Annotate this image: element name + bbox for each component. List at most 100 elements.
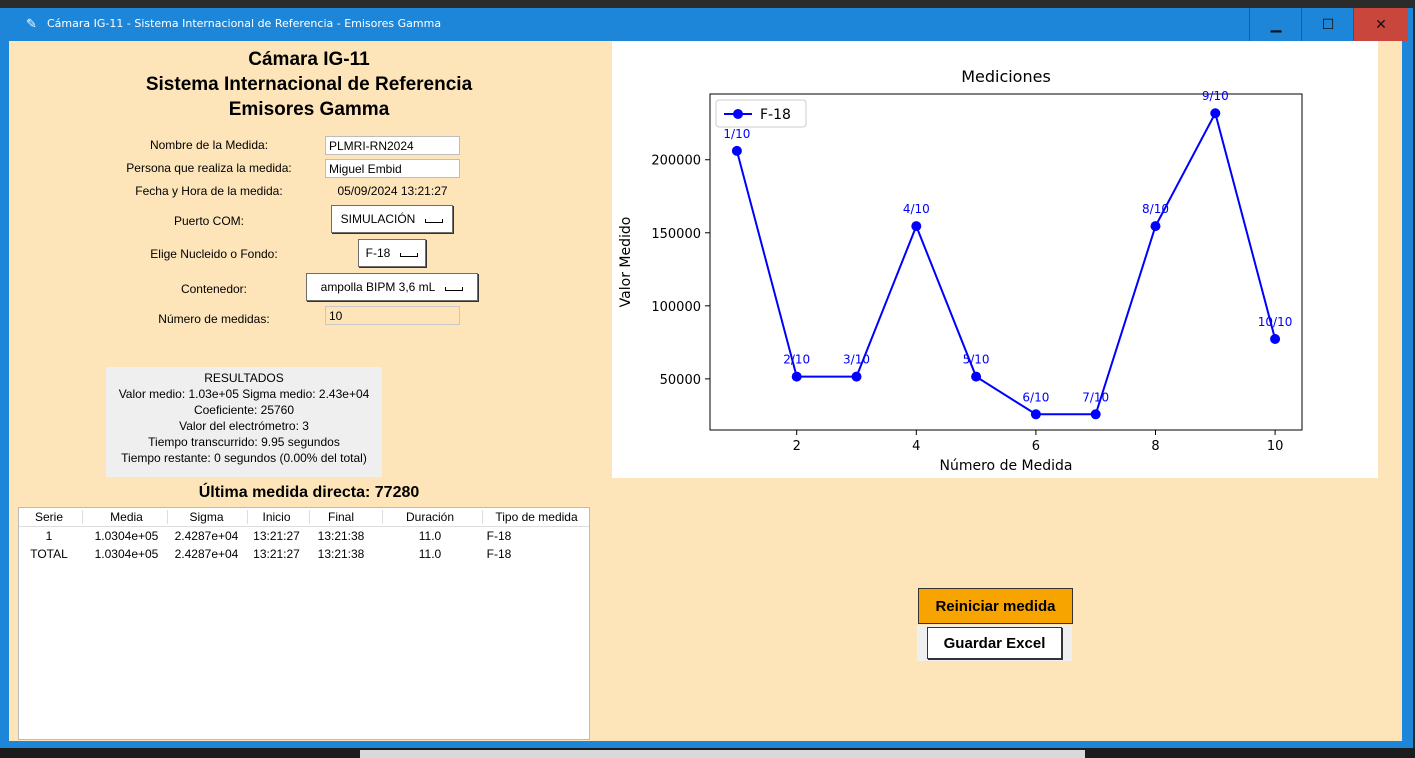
port-label: Puerto COM: [173, 214, 245, 228]
results-table[interactable]: Serie Media Sigma Inicio Final Duración … [18, 507, 590, 740]
date-value: 05/09/2024 13:21:27 [337, 184, 448, 198]
window-title: Cámara IG-11 - Sistema Internacional de … [47, 17, 442, 30]
data-label: 8/10 [1142, 202, 1169, 216]
x-tick-label: 10 [1267, 439, 1284, 454]
container-dropdown[interactable]: ampolla BIPM 3,6 mL [306, 273, 478, 301]
results-panel: RESULTADOS Valor medio: 1.03e+05 Sigma m… [106, 367, 382, 477]
y-tick-label: 50000 [660, 373, 701, 388]
maximize-button[interactable]: ☐ [1301, 8, 1354, 41]
table-cell: 13:21:27 [253, 529, 300, 543]
nuclide-label: Elige Nucleido o Fondo: [150, 247, 278, 261]
data-label: 3/10 [843, 353, 870, 367]
data-point [1150, 221, 1161, 232]
container-label: Contenedor: [180, 282, 248, 296]
results-coefficient: Coeficiente: 25760 [193, 403, 295, 417]
name-input[interactable]: PLMRI-RN2024 [325, 136, 460, 155]
table-row[interactable]: 1 1.0304e+05 2.4287e+04 13:21:27 13:21:3… [19, 527, 589, 545]
legend-marker [733, 109, 743, 119]
data-label: 4/10 [903, 202, 930, 216]
table-cell: 13:21:27 [253, 547, 300, 561]
port-dropdown-value: SIMULACIÓN [340, 212, 416, 226]
x-tick-label: 2 [793, 439, 801, 454]
last-measure-label: Última medida directa: 77280 [198, 484, 420, 501]
data-label: 1/10 [723, 127, 750, 141]
page-title: Cámara IG-11 [248, 49, 370, 70]
results-mean: Valor medio: 1.03e+05 Sigma medio: 2.43e… [118, 387, 370, 401]
feather-icon: ✎ [26, 17, 37, 32]
table-cell: TOTAL [30, 547, 68, 561]
data-label: 9/10 [1202, 89, 1229, 103]
table-cell: 11.0 [418, 529, 442, 543]
save-excel-button-frame: Guardar Excel [917, 625, 1072, 661]
legend-label: F-18 [760, 107, 791, 123]
title-bar[interactable]: ✎ Cámara IG-11 - Sistema Internacional d… [0, 8, 1413, 41]
close-button[interactable]: ✕ [1353, 8, 1408, 41]
data-point [1270, 334, 1281, 345]
results-remaining: Tiempo restante: 0 segundos (0.00% del t… [121, 451, 367, 465]
container-dropdown-value: ampolla BIPM 3,6 mL [320, 280, 436, 294]
table-cell: F-18 [486, 529, 512, 543]
dropdown-indicator-icon [425, 219, 444, 223]
nuclide-dropdown[interactable]: F-18 [358, 239, 426, 267]
chart-svg: Mediciones Número de Medida Valor Medido 2 4… [618, 67, 1303, 474]
data-label: 2/10 [783, 353, 810, 367]
results-electrometer: Valor del electrómetro: 3 [179, 419, 309, 433]
y-tick-label: 150000 [651, 227, 701, 242]
data-point [971, 371, 982, 382]
table-cell: 1 [45, 529, 53, 543]
person-input[interactable]: Miguel Embid [325, 159, 460, 178]
data-label: 7/10 [1082, 390, 1109, 404]
nuclide-dropdown-value: F-18 [365, 246, 391, 260]
data-point [1030, 409, 1041, 420]
count-label: Número de medidas: [158, 312, 270, 326]
date-label: Fecha y Hora de la medida: [135, 184, 283, 198]
dropdown-indicator-icon [400, 253, 419, 257]
name-label: Nombre de la Medida: [149, 138, 269, 152]
column-header[interactable]: Inicio [262, 510, 291, 524]
column-header[interactable]: Tipo de medida [495, 510, 578, 524]
results-elapsed: Tiempo transcurrido: 9.95 segundos [148, 435, 340, 449]
person-label: Persona que realiza la medida: [126, 161, 292, 175]
x-tick-label: 4 [912, 439, 920, 454]
save-excel-button[interactable]: Guardar Excel [927, 627, 1062, 659]
series-line [735, 110, 1277, 416]
table-cell: 2.4287e+04 [174, 547, 239, 561]
table-row[interactable]: TOTAL 1.0304e+05 2.4287e+04 13:21:27 13:… [19, 545, 589, 563]
data-label: 5/10 [963, 353, 990, 367]
table-cell: 1.0304e+05 [94, 547, 159, 561]
page-subtitle-2: Emisores Gamma [228, 99, 390, 120]
legend-box [715, 99, 807, 128]
column-header[interactable]: Sigma [189, 510, 224, 524]
taskbar [0, 748, 1415, 758]
table-cell: 13:21:38 [317, 547, 365, 561]
chart-title: Mediciones [961, 67, 1051, 86]
measurements-chart: Mediciones Número de Medida Valor Medido 2 4… [612, 41, 1378, 478]
column-header[interactable]: Media [110, 510, 143, 524]
table-cell: 2.4287e+04 [174, 529, 239, 543]
reset-button[interactable]: Reiniciar medida [918, 588, 1073, 624]
x-tick-label: 6 [1032, 439, 1040, 454]
client-area: Cámara IG-11 Sistema Internacional de Re… [9, 41, 1402, 741]
dropdown-indicator-icon [445, 287, 464, 291]
port-dropdown[interactable]: SIMULACIÓN [331, 205, 453, 233]
column-header[interactable]: Final [327, 510, 354, 524]
count-input[interactable]: 10 [325, 306, 460, 325]
column-header[interactable]: Serie [34, 510, 63, 524]
y-tick-label: 100000 [651, 300, 701, 315]
data-point [731, 145, 742, 156]
x-tick-label: 8 [1151, 439, 1159, 454]
table-cell: 13:21:38 [317, 529, 365, 543]
table-cell: F-18 [486, 547, 512, 561]
minimize-button[interactable]: ▁ [1249, 8, 1302, 41]
data-label: 10/10 [1258, 315, 1293, 329]
results-title: RESULTADOS [204, 371, 284, 385]
plot-area [709, 93, 1303, 431]
y-axis-label: Valor Medido [618, 217, 634, 308]
data-point [791, 371, 802, 382]
table-cell: 1.0304e+05 [94, 529, 159, 543]
data-point [1090, 409, 1101, 420]
x-axis-label: Número de Medida [940, 458, 1073, 474]
column-header[interactable]: Duración [405, 510, 455, 524]
page-subtitle: Sistema Internacional de Referencia [145, 74, 473, 95]
taskbar-item[interactable] [360, 750, 1085, 758]
